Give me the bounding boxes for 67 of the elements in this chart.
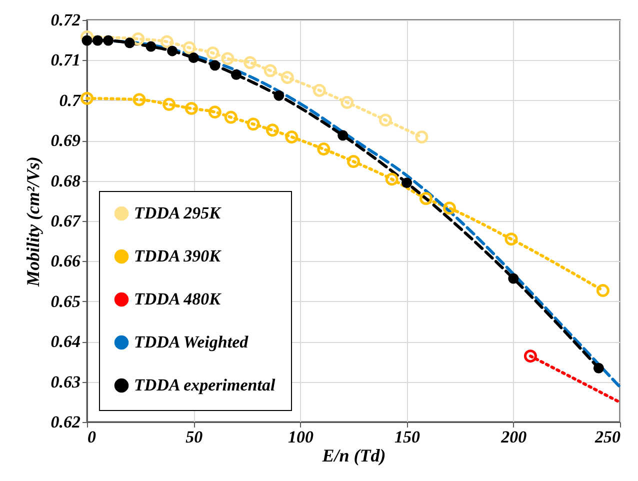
legend-label: TDDA 390K [134,246,222,266]
y-tick-label: 0.71 [50,50,80,70]
point [508,273,519,284]
point [160,35,174,48]
point [244,56,257,70]
x-tick-label: 250 [594,428,621,446]
point [312,84,326,97]
y-tick-label: 0.68 [50,171,81,190]
point [230,69,242,80]
point [92,35,103,46]
legend-label: TDDA Weighted [134,332,249,352]
legend-label: TDDA 480K [134,290,222,308]
x-tick-label: 50 [186,428,204,446]
point [132,32,145,46]
x-tick-label: 150 [394,428,421,446]
point [162,98,176,111]
point [402,178,412,188]
x-tick-label: 0 [88,428,96,446]
point [596,284,610,298]
point [378,114,392,127]
point [184,102,198,115]
legend-label: TDDA 295K [134,204,222,222]
point [524,350,537,363]
point [266,124,279,137]
y-axis-title: Mobility (cm²/Vs) [22,156,43,288]
y-tick-label: 0.65 [50,292,81,311]
point [182,41,196,54]
x-tick-label: 100 [288,428,314,446]
y-tick-label: 0.7 [59,90,82,110]
point [146,41,156,52]
point [82,35,92,46]
y-tick-label: 0.62 [50,412,81,432]
y-tick-label: 0.63 [50,372,81,392]
point [347,155,360,168]
point [317,142,330,156]
point [504,232,518,246]
point [340,96,354,109]
point [385,172,398,186]
point [167,46,178,56]
point [415,130,428,144]
point [285,130,298,144]
point [208,106,222,119]
point [264,64,277,78]
y-tick-label: 0.69 [50,131,81,150]
point [419,192,432,205]
point [338,130,348,141]
x-axis-title: E/n (Td) [321,446,386,466]
y-tick-label: 0.64 [50,332,80,352]
y-tick-label: 0.67 [50,212,82,230]
point [224,110,238,124]
point [80,92,94,105]
x-tick-label: 200 [500,428,528,446]
point [124,38,135,48]
y-tick-label: 0.72 [50,10,81,30]
point [103,35,114,46]
point [442,202,456,215]
point [274,90,284,101]
point [246,118,260,131]
point [210,60,220,71]
legend-label: TDDA experimental [134,376,276,394]
point [132,93,146,106]
point [188,52,199,64]
point [280,71,294,84]
point [221,52,234,66]
y-tick-label: 0.66 [50,252,81,271]
point [206,46,220,60]
point [593,362,604,374]
